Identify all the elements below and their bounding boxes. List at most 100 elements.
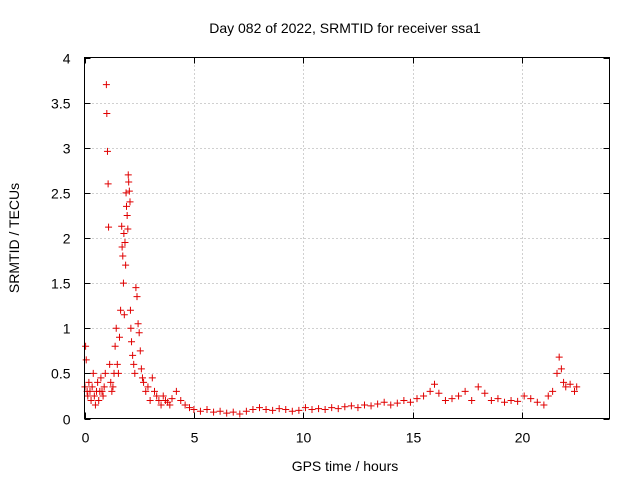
- data-point: [400, 396, 408, 404]
- y-axis-label: SRMTID / TECUs: [6, 183, 22, 293]
- data-point: [137, 365, 145, 373]
- y-tick-labels: 0 0.5 1 1.5 2 2.5 3 3.5 4: [51, 51, 71, 428]
- data-point: [455, 392, 463, 400]
- data-point: [101, 369, 109, 377]
- data-point: [146, 396, 154, 404]
- data-point: [122, 189, 130, 197]
- data-point: [132, 284, 140, 292]
- x-tick-label: 0: [82, 430, 90, 446]
- data-point: [315, 405, 323, 413]
- y-tick-label: 3: [63, 141, 71, 157]
- data-point: [544, 392, 552, 400]
- data-point: [328, 404, 336, 412]
- y-tick-label: 0: [63, 412, 71, 428]
- data-point: [84, 392, 92, 400]
- data-point: [108, 387, 116, 395]
- data-point: [367, 402, 375, 410]
- data-point: [275, 405, 283, 413]
- data-point: [196, 407, 204, 415]
- data-point: [113, 360, 121, 368]
- data-point: [128, 338, 136, 346]
- data-point: [321, 405, 329, 413]
- data-point: [88, 383, 96, 391]
- data-point: [129, 351, 137, 359]
- data-point: [481, 389, 489, 397]
- data-point: [105, 223, 113, 231]
- x-tick-label: 20: [515, 430, 531, 446]
- data-point: [374, 400, 382, 408]
- data-point: [533, 398, 541, 406]
- data-point: [140, 378, 148, 386]
- data-point: [406, 398, 414, 406]
- data-point: [123, 202, 130, 210]
- y-tick-label: 1: [63, 321, 71, 337]
- data-point: [420, 392, 428, 400]
- data-point: [223, 409, 231, 417]
- data-point: [114, 369, 122, 377]
- data-point: [236, 410, 244, 418]
- data-point: [177, 396, 185, 404]
- data-point: [119, 279, 127, 287]
- data-point: [119, 252, 127, 260]
- data-point: [461, 387, 469, 395]
- data-point: [103, 109, 111, 117]
- data-point: [553, 369, 561, 377]
- x-tick-labels: 0 5 10 15 20: [82, 430, 531, 446]
- data-point: [555, 353, 563, 361]
- data-point: [507, 396, 515, 404]
- y-tick-label: 3.5: [51, 96, 71, 112]
- y-tick-label: 2.5: [51, 186, 71, 202]
- grid-lines: [84, 57, 610, 419]
- data-point: [216, 407, 224, 415]
- data-point: [120, 311, 128, 319]
- data-point: [295, 406, 303, 414]
- data-point: [151, 387, 158, 395]
- data-point: [133, 293, 141, 301]
- data-point: [494, 395, 502, 403]
- y-tick-label: 0.5: [51, 366, 71, 382]
- data-point: [134, 320, 142, 328]
- data-point: [124, 171, 132, 179]
- data-point: [203, 405, 211, 413]
- data-point: [301, 404, 309, 412]
- plot-frame: [84, 57, 610, 419]
- data-point: [448, 395, 456, 403]
- data-point: [107, 378, 115, 386]
- data-point: [123, 211, 131, 219]
- data-point: [125, 178, 133, 186]
- data-point: [116, 333, 123, 341]
- data-point: [99, 392, 107, 400]
- data-point: [387, 401, 395, 409]
- data-point: [540, 401, 548, 409]
- data-point: [117, 306, 125, 314]
- data-point: [361, 401, 368, 409]
- data-point: [125, 187, 133, 195]
- data-point: [468, 396, 476, 404]
- data-point: [354, 404, 362, 412]
- data-point: [229, 408, 237, 416]
- data-point: [282, 405, 290, 413]
- data-point: [131, 369, 139, 377]
- data-point: [431, 380, 438, 388]
- data-point: [435, 389, 443, 397]
- data-point: [573, 383, 581, 391]
- data-point: [111, 342, 119, 350]
- data-point: [520, 392, 528, 400]
- data-point: [288, 407, 296, 415]
- data-point: [130, 360, 138, 368]
- data-point: [95, 396, 103, 404]
- data-point: [127, 324, 135, 332]
- data-point: [100, 383, 108, 391]
- data-point: [566, 380, 574, 388]
- x-tick-label: 10: [296, 430, 312, 446]
- data-point: [82, 342, 90, 350]
- data-point: [118, 243, 126, 251]
- x-tick-label: 15: [406, 430, 422, 446]
- data-point: [249, 405, 257, 413]
- data-point: [380, 398, 388, 406]
- data-point: [441, 396, 449, 404]
- data-point: [560, 378, 568, 386]
- data-point: [112, 324, 120, 332]
- data-point: [210, 408, 218, 416]
